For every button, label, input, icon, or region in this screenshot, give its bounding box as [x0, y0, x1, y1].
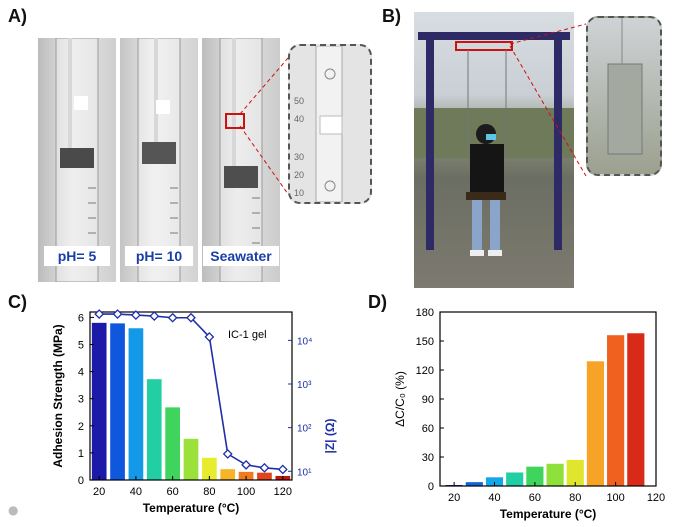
- y-tick-label-d: 150: [416, 336, 434, 348]
- annotation-ic1-gel: IC-1 gel: [228, 329, 267, 341]
- impedance-point-20: [94, 309, 105, 320]
- x-tick-label-c: 60: [167, 486, 179, 498]
- cylinder-ph10-graphic: [137, 38, 181, 282]
- impedance-point-120: [277, 464, 288, 475]
- tag-ph10: pH= 10: [125, 246, 193, 266]
- panel-c-label: C): [8, 292, 27, 312]
- inset-tick-10: 10: [294, 188, 305, 198]
- y-axis-label-d: ΔC/C₀ (%): [393, 371, 407, 427]
- bar-c-30: [110, 323, 125, 480]
- y-tick-label-c: 2: [78, 421, 84, 433]
- adhesion-impedance-chart: 0 1 2 3 4 5 6 20 40 60 80 100 120 10¹ 10² 10³ 10⁴ IC-1 ge…: [51, 309, 337, 515]
- inset-tick-30: 30: [294, 152, 305, 162]
- impedance-point-80: [204, 331, 215, 342]
- bar-c-100: [238, 471, 254, 480]
- y2-tick-label-c: 10¹: [297, 467, 312, 478]
- inset-tick-20: 20: [294, 170, 305, 180]
- y-tick-label-c: 6: [78, 312, 84, 324]
- x-tick-label-d: 60: [529, 492, 541, 504]
- y-tick-label-d: 0: [428, 481, 434, 493]
- swing-photo: [414, 12, 574, 288]
- x-axis-label-d: Temperature (°C): [500, 507, 597, 521]
- impedance-point-40: [130, 310, 141, 320]
- panel-d-label: D): [368, 292, 387, 312]
- cylinder-photo-ph5: [38, 38, 116, 282]
- bar-d-100: [607, 335, 625, 486]
- x-tick-label-d: 100: [606, 492, 624, 504]
- impedance-point-70: [186, 312, 196, 323]
- panel-b-label: B): [382, 6, 401, 26]
- bar-d-110: [627, 333, 645, 486]
- impedance-point-60: [167, 312, 178, 323]
- y-tick-label-c: 3: [78, 394, 84, 406]
- bar-d-80: [566, 459, 584, 486]
- y2-tick-label-c: 10³: [297, 380, 312, 391]
- inset-connector-a: [239, 57, 289, 195]
- y-tick-label-d: 120: [416, 365, 434, 377]
- bar-c-110: [257, 472, 272, 480]
- bar-d-40: [485, 477, 504, 486]
- inset-tick-40: 40: [294, 114, 305, 124]
- bar-d-50: [506, 472, 524, 486]
- swing-photo-graphic: [414, 32, 574, 256]
- cylinder-photo-ph10: [120, 38, 198, 282]
- y-tick-label-d: 90: [422, 394, 434, 406]
- y-tick-label-c: 0: [78, 475, 84, 487]
- bar-c-80: [202, 457, 217, 480]
- inset-zoom-b-graphic: [607, 18, 643, 155]
- impedance-point-110: [259, 462, 270, 473]
- bar-c-60: [165, 407, 180, 480]
- plot-frame-c: [89, 311, 293, 481]
- bar-c-20: [91, 322, 107, 480]
- cylinder-seawater-graphic: [219, 38, 263, 282]
- bar-c-40: [128, 328, 144, 480]
- y-tick-label-d: 60: [422, 423, 434, 435]
- x-tick-label-d: 80: [569, 492, 581, 504]
- inset-connector-b: [509, 23, 587, 177]
- y2-axis-label-c: |Z| (Ω): [323, 419, 337, 454]
- capacitance-change-chart: 0 30 60 90 120 150 180 20 40 60 80 100 120 Temperatur…: [393, 307, 665, 521]
- impedance-point-100: [241, 459, 252, 470]
- impedance-point-30: [112, 309, 123, 320]
- x-tick-label-d: 120: [647, 492, 665, 504]
- impedance-point-50: [149, 311, 160, 322]
- y2-tick-label-c: 10²: [297, 424, 312, 435]
- x-tick-label-c: 20: [93, 486, 105, 498]
- y-tick-label-d: 180: [416, 307, 434, 319]
- y2-tick-label-c: 10⁴: [297, 336, 312, 347]
- tag-ph5: pH= 5: [44, 246, 110, 266]
- bar-d-90: [586, 361, 605, 486]
- cylinder-photo-seawater: [202, 38, 280, 282]
- y-axis-label-c: Adhesion Strength (MPa): [51, 324, 65, 467]
- x-tick-label-c: 80: [203, 486, 215, 498]
- inset-zoom-a: 50 40 30 20 10: [288, 44, 372, 204]
- bar-d-70: [546, 463, 564, 486]
- x-axis-label-c: Temperature (°C): [143, 501, 240, 515]
- bar-c-50: [146, 379, 162, 480]
- y-tick-label-c: 4: [78, 367, 84, 379]
- y-tick-label-d: 30: [422, 452, 434, 464]
- x-tick-label-c: 120: [274, 486, 292, 498]
- inset-zoom-b: [586, 16, 662, 176]
- panel-a-label: A): [8, 6, 27, 26]
- x-tick-label-c: 40: [130, 486, 142, 498]
- bar-c-70: [183, 438, 199, 480]
- inset-zoom-a-graphic: [315, 46, 343, 202]
- bar-d-30: [465, 482, 483, 486]
- inset-tick-50: 50: [294, 96, 305, 106]
- y-tick-label-c: 5: [78, 340, 84, 352]
- x-tick-label-d: 40: [488, 492, 500, 504]
- y-tick-label-c: 1: [78, 448, 84, 460]
- watermark-logo: ●: [8, 503, 19, 517]
- cylinder-ph5-graphic: [55, 38, 99, 282]
- bar-c-90: [220, 469, 236, 480]
- impedance-point-90: [222, 448, 233, 459]
- x-tick-label-d: 20: [448, 492, 460, 504]
- x-tick-label-c: 100: [237, 486, 255, 498]
- bar-d-60: [526, 466, 544, 486]
- tag-seawater: Seawater: [203, 246, 279, 266]
